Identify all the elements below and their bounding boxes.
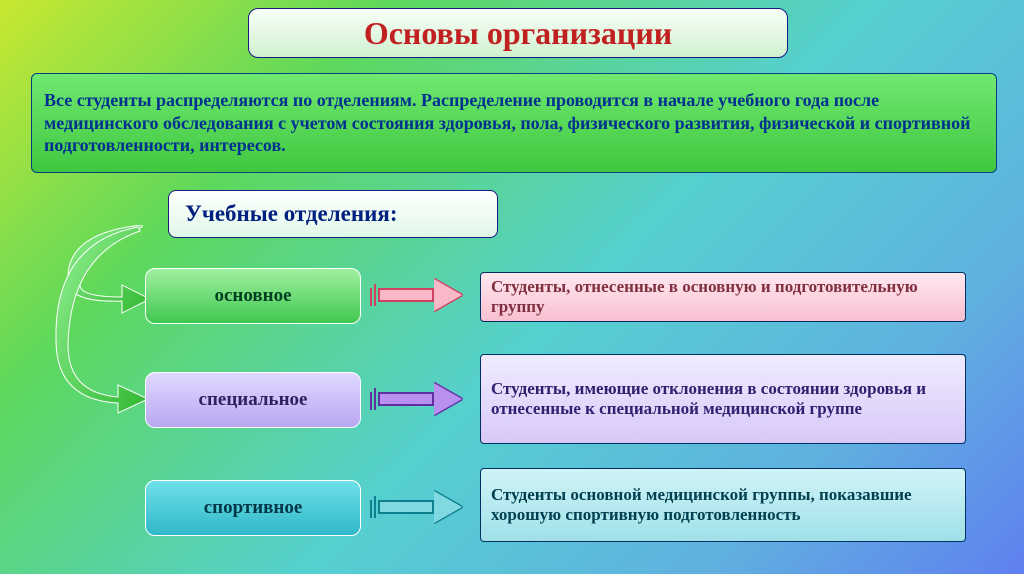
intro-text: Все студенты распределяются по отделения… bbox=[44, 89, 984, 157]
category-label: основное bbox=[214, 285, 291, 307]
description-box: Студенты, отнесенные в основную и подгот… bbox=[480, 272, 966, 322]
arrow-head-icon bbox=[434, 279, 462, 311]
category-box: спортивное bbox=[145, 480, 361, 536]
arrow-head-icon bbox=[434, 491, 462, 523]
intro-box: Все студенты распределяются по отделения… bbox=[31, 73, 997, 173]
description-text: Студенты основной медицинской группы, по… bbox=[491, 485, 955, 526]
title-box: Основы организации bbox=[248, 8, 788, 58]
subheading-text: Учебные отделения: bbox=[185, 201, 397, 227]
arrow-icon bbox=[378, 392, 434, 406]
category-label: специальное bbox=[199, 389, 308, 411]
subheading-box: Учебные отделения: bbox=[168, 190, 498, 238]
category-box: специальное bbox=[145, 372, 361, 428]
title-text: Основы организации bbox=[364, 15, 672, 52]
description-box: Студенты основной медицинской группы, по… bbox=[480, 468, 966, 542]
category-box: основное bbox=[145, 268, 361, 324]
description-text: Студенты, имеющие отклонения в состоянии… bbox=[491, 379, 955, 420]
arrow-head-icon bbox=[434, 383, 462, 415]
description-box: Студенты, имеющие отклонения в состоянии… bbox=[480, 354, 966, 444]
arrow-icon bbox=[378, 288, 434, 302]
arrow-icon bbox=[378, 500, 434, 514]
category-label: спортивное bbox=[204, 497, 303, 519]
description-text: Студенты, отнесенные в основную и подгот… bbox=[491, 277, 955, 318]
